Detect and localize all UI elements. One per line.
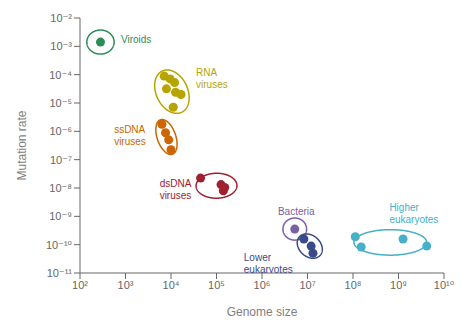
svg-text:Highereukaryotes: Highereukaryotes [389,202,438,225]
svg-text:10⁵: 10⁵ [208,279,225,291]
svg-text:10³: 10³ [118,279,134,291]
svg-text:10⁻¹¹: 10⁻¹¹ [47,267,73,279]
svg-text:10⁸: 10⁸ [345,279,362,291]
svg-text:10⁻⁹: 10⁻⁹ [49,210,72,222]
svg-text:10⁻²: 10⁻² [50,12,72,24]
svg-text:10⁻⁵: 10⁻⁵ [49,97,72,109]
svg-text:dsDNAviruses: dsDNAviruses [160,178,192,201]
svg-text:10⁷: 10⁷ [299,279,315,291]
svg-text:10⁻⁷: 10⁻⁷ [50,154,72,166]
svg-text:Bacteria: Bacteria [278,206,315,217]
svg-text:10⁻¹⁰: 10⁻¹⁰ [46,239,73,251]
svg-text:RNAviruses: RNAviruses [196,67,228,90]
svg-text:Lowereukaryotes: Lowereukaryotes [244,252,293,273]
svg-text:10⁻⁶: 10⁻⁶ [49,125,72,137]
svg-text:10⁴: 10⁴ [163,279,180,291]
svg-text:10⁻⁸: 10⁻⁸ [49,182,72,194]
svg-text:Genome size: Genome size [227,305,298,319]
svg-text:10⁶: 10⁶ [254,279,271,291]
svg-text:10¹⁰: 10¹⁰ [434,279,455,291]
svg-text:10⁻³: 10⁻³ [50,40,72,52]
svg-text:Mutation rate: Mutation rate [15,110,29,180]
svg-text:10²: 10² [72,279,88,291]
svg-text:10⁹: 10⁹ [390,279,407,291]
svg-text:Viroids: Viroids [121,34,151,45]
svg-text:ssDNAviruses: ssDNAviruses [114,124,146,147]
svg-text:10⁻⁴: 10⁻⁴ [49,69,72,81]
